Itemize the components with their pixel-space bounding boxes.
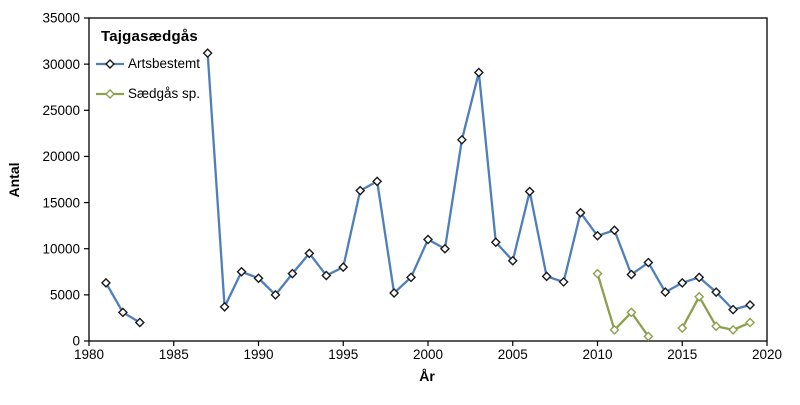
data-point [524,186,535,197]
y-tick-label: 15000 [42,195,80,210]
data-point [592,230,603,241]
data-point [626,307,637,318]
data-point [643,257,654,268]
data-point [609,225,620,236]
series-line-s-dg-s-sp- [596,272,650,338]
data-point [456,134,467,145]
data-point [609,324,620,335]
y-axis-title: Antal [6,162,22,198]
y-tick-label: 25000 [42,103,80,118]
x-tick-label: 2015 [667,347,697,362]
data-point [541,271,552,282]
y-tick-label: 35000 [42,11,80,26]
legend-swatch-line-diamond-icon [96,58,124,69]
y-tick-label: 30000 [42,57,80,72]
x-tick-label: 2000 [413,347,443,362]
y-tick-label: 10000 [42,241,80,256]
legend-item-artsbestemt: Artsbestemt [96,56,200,71]
data-point [338,262,349,273]
y-tick-label: 20000 [42,149,80,164]
data-point [677,277,688,288]
x-axis-title: År [419,368,435,384]
data-point [202,48,213,59]
data-point [355,185,366,196]
legend: Tajgasædgås Artsbestemt Sædgås sp. [96,28,200,116]
data-point [677,323,688,334]
data-point [423,234,433,245]
data-point [117,307,128,318]
x-tick-label: 2010 [582,347,612,362]
data-point [100,277,111,288]
x-tick-label: 1990 [243,347,273,362]
x-tick-label: 2020 [752,347,782,362]
legend-swatch-line-diamond-icon [96,88,124,99]
data-point [134,317,145,328]
data-point [372,176,383,187]
data-point [558,276,569,287]
data-point [728,304,739,315]
data-point [728,324,739,335]
y-tick-label: 5000 [50,288,80,303]
legend-marker-diamond-icon [105,58,115,69]
legend-item-label: Artsbestemt [128,56,201,71]
data-point [270,289,281,300]
legend-title: Tajgasædgås [101,28,198,45]
x-tick-label: 1995 [328,347,358,362]
data-point [711,321,722,332]
data-point [575,207,586,218]
data-point [507,255,518,266]
data-point [660,287,671,298]
data-point [287,268,298,279]
data-point [694,291,705,302]
x-tick-label: 1980 [74,347,104,362]
data-point [694,272,705,283]
data-point [711,287,722,298]
data-point [253,273,264,284]
data-point [745,300,756,310]
legend-item-saedgaas-sp: Sædgås sp. [96,86,200,101]
series-line-artsbestemt [206,51,752,311]
data-point [745,317,756,328]
data-point [626,269,637,280]
data-point [473,67,484,78]
data-point [389,288,400,299]
data-point [219,301,230,312]
x-tick-label: 1985 [159,347,189,362]
data-point [304,248,315,259]
x-tick-label: 2005 [498,347,528,362]
data-point [406,272,417,283]
data-point [321,270,332,281]
y-tick-label: 0 [72,334,80,349]
data-point [490,237,501,248]
legend-item-label: Sædgås sp. [128,86,201,101]
legend-marker-diamond-icon [105,88,115,99]
data-point [592,268,603,279]
data-point [439,243,450,254]
data-point [236,266,247,277]
data-point [643,331,654,342]
